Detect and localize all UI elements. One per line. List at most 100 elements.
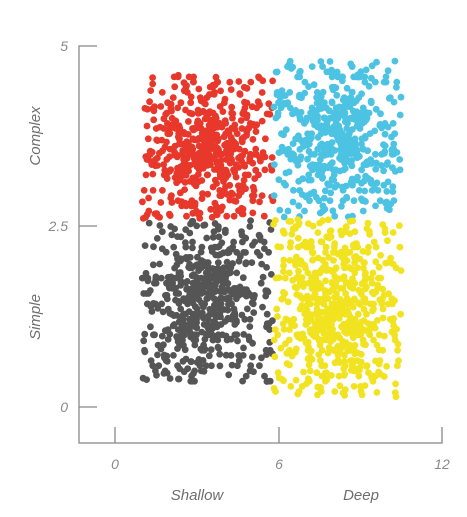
scatter-point-shallow-simple (240, 344, 247, 352)
scatter-point-deep-complex (286, 104, 294, 112)
scatter-point-shallow-simple (239, 377, 247, 385)
scatter-point-deep-simple (366, 331, 374, 339)
scatter-point-deep-simple (319, 264, 327, 272)
scatter-point-shallow-simple (138, 274, 146, 282)
scatter-point-deep-complex (382, 73, 390, 81)
scatter-point-shallow-simple (263, 378, 271, 385)
scatter-point-deep-complex (321, 162, 328, 170)
scatter-point-shallow-simple (260, 238, 268, 246)
scatter-point-deep-complex (314, 145, 322, 153)
scatter-point-deep-complex (372, 165, 380, 173)
scatter-point-shallow-simple (207, 346, 215, 353)
scatter-point-shallow-simple (200, 288, 207, 296)
scatter-point-deep-simple (328, 321, 335, 328)
scatter-point-deep-simple (303, 305, 310, 313)
scatter-point-shallow-complex (269, 197, 277, 205)
scatter-point-deep-simple (373, 389, 381, 396)
scatter-point-deep-simple (349, 334, 357, 342)
scatter-point-shallow-simple (249, 241, 256, 249)
scatter-point-shallow-simple (183, 285, 191, 293)
scatter-point-deep-simple (317, 384, 324, 391)
scatter-point-shallow-complex (223, 212, 231, 220)
scatter-point-deep-complex (365, 82, 373, 90)
scatter-point-shallow-complex (195, 142, 203, 150)
scatter-point-deep-complex (348, 89, 356, 96)
scatter-point-deep-simple (308, 248, 316, 256)
scatter-point-deep-complex (343, 194, 351, 202)
scatter-point-deep-complex (390, 140, 398, 148)
scatter-point-shallow-complex (228, 124, 236, 132)
scatter-point-deep-simple (358, 280, 366, 288)
scatter-point-shallow-simple (217, 294, 225, 302)
scatter-point-shallow-complex (171, 83, 179, 91)
scatter-point-shallow-complex (226, 196, 234, 204)
scatter-point-shallow-complex (217, 161, 225, 169)
scatter-point-deep-complex (367, 176, 375, 184)
scatter-point-deep-simple (389, 260, 397, 268)
scatter-point-deep-complex (305, 176, 313, 184)
scatter-point-shallow-simple (175, 300, 183, 307)
scatter-point-deep-complex (331, 183, 339, 191)
scatter-point-deep-complex (301, 207, 308, 215)
scatter-point-deep-simple (277, 243, 285, 251)
scatter-point-shallow-complex (167, 166, 175, 174)
scatter-point-shallow-complex (236, 91, 244, 98)
scatter-point-shallow-simple (253, 248, 261, 256)
scatter-point-deep-complex (275, 99, 282, 107)
scatter-point-deep-simple (305, 377, 313, 385)
scatter-point-shallow-simple (150, 331, 157, 339)
scatter-point-shallow-complex (206, 83, 214, 91)
scatter-point-deep-simple (280, 256, 288, 264)
scatter-point-deep-simple (328, 286, 336, 293)
scatter-point-shallow-simple (202, 330, 210, 338)
scatter-point-deep-complex (336, 167, 344, 175)
scatter-point-shallow-simple (217, 321, 225, 328)
scatter-point-shallow-complex (149, 74, 157, 81)
scatter-point-shallow-complex (141, 104, 149, 112)
scatter-points (138, 57, 405, 401)
scatter-point-deep-complex (361, 197, 368, 205)
scatter-point-shallow-complex (142, 171, 150, 179)
scatter-point-deep-simple (362, 269, 369, 277)
scatter-point-shallow-simple (212, 251, 220, 259)
scatter-point-deep-simple (314, 254, 322, 262)
scatter-point-shallow-complex (211, 89, 218, 96)
scatter-point-deep-complex (270, 103, 278, 111)
scatter-point-shallow-complex (249, 209, 257, 217)
scatter-point-shallow-simple (216, 362, 224, 370)
y-tick-label-2.5: 2.5 (48, 218, 69, 234)
scatter-point-shallow-simple (211, 265, 219, 273)
scatter-point-shallow-complex (149, 170, 157, 178)
scatter-point-deep-simple (288, 230, 296, 238)
scatter-point-deep-complex (356, 110, 364, 117)
scatter-point-shallow-complex (228, 103, 236, 111)
scatter-point-deep-complex (381, 130, 389, 138)
scatter-point-shallow-simple (167, 223, 175, 230)
scatter-point-deep-simple (321, 372, 329, 379)
scatter-point-deep-complex (294, 73, 301, 81)
scatter-point-shallow-complex (232, 198, 240, 205)
scatter-point-deep-simple (375, 263, 383, 271)
scatter-point-deep-complex (366, 130, 374, 138)
scatter-point-deep-complex (356, 73, 364, 81)
scatter-point-deep-simple (354, 243, 361, 251)
scatter-point-deep-simple (322, 277, 329, 285)
scatter-point-deep-simple (331, 273, 339, 280)
scatter-point-deep-complex (289, 140, 297, 148)
scatter-point-deep-complex (321, 152, 328, 159)
scatter-point-shallow-complex (169, 94, 177, 101)
scatter-point-shallow-simple (139, 374, 147, 382)
scatter-point-shallow-simple (224, 306, 232, 314)
scatter-point-shallow-simple (193, 222, 201, 230)
scatter-point-deep-simple (354, 321, 362, 329)
scatter-point-deep-complex (303, 192, 311, 200)
scatter-point-shallow-simple (190, 370, 197, 377)
scatter-point-shallow-complex (185, 118, 192, 125)
scatter-point-deep-simple (281, 274, 289, 282)
scatter-point-deep-complex (320, 194, 328, 202)
scatter-point-shallow-complex (142, 153, 150, 161)
scatter-point-deep-simple (355, 372, 363, 380)
scatter-point-shallow-simple (198, 264, 206, 271)
scatter-point-shallow-simple (242, 249, 249, 256)
scatter-point-shallow-complex (222, 173, 230, 181)
